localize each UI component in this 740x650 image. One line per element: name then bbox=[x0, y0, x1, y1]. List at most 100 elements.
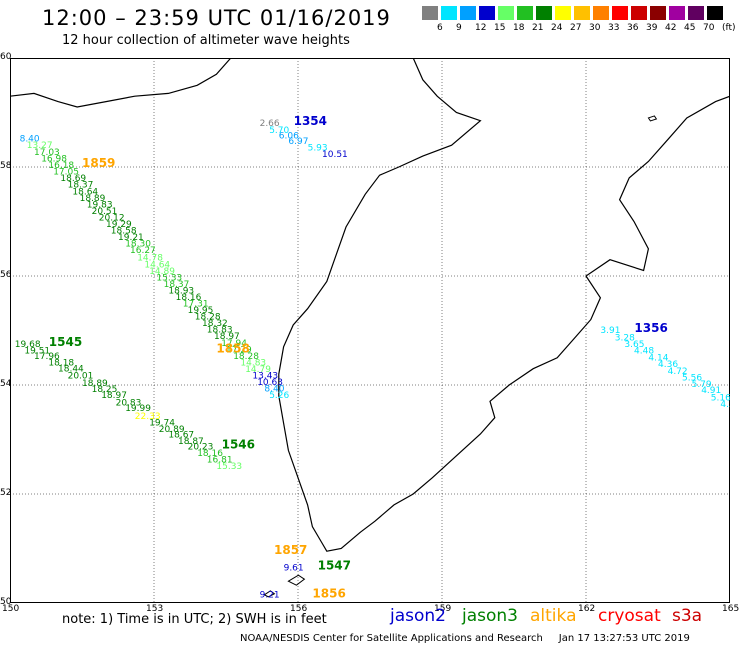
wave-height-value: 5.56 bbox=[682, 374, 702, 384]
scale-swatch bbox=[555, 6, 571, 20]
satellite-legend-jason3: jason3 bbox=[462, 606, 518, 626]
wave-height-value: 19.95 bbox=[188, 306, 214, 316]
wave-height-value: 6.06 bbox=[279, 132, 299, 142]
scale-swatch bbox=[688, 6, 704, 20]
wave-height-value: 18.58 bbox=[111, 226, 137, 236]
wave-height-value: 4.72 bbox=[668, 367, 688, 377]
lat-tick-label: 56 bbox=[0, 270, 12, 280]
karaginsky-island bbox=[647, 115, 658, 122]
page-title: 12:00 – 23:59 UTC 01/16/2019 bbox=[42, 6, 391, 30]
wave-height-value: 9.61 bbox=[284, 563, 304, 573]
wave-height-value: 18.16 bbox=[176, 293, 202, 303]
scale-swatch bbox=[422, 6, 438, 20]
lat-tick-label: 52 bbox=[0, 488, 12, 498]
map-frame bbox=[10, 58, 730, 603]
wave-height-value: 18.93 bbox=[168, 286, 194, 296]
wave-height-value: 18.25 bbox=[92, 385, 118, 395]
wave-height-value: 17.94 bbox=[221, 339, 247, 349]
wave-height-value: 10.51 bbox=[322, 150, 348, 160]
lon-tick-label: 159 bbox=[434, 604, 452, 614]
wave-height-value: 22.33 bbox=[135, 412, 161, 422]
scale-label: 27 bbox=[570, 23, 582, 33]
wave-height-value: 19.51 bbox=[24, 346, 50, 356]
wave-height-value: 18.97 bbox=[214, 332, 240, 342]
wave-height-value: 18.87 bbox=[178, 437, 204, 447]
wave-height-value: 18.69 bbox=[60, 174, 86, 184]
lon-tick-label: 156 bbox=[290, 604, 308, 614]
lat-tick-label: 50 bbox=[0, 597, 12, 607]
credit-line: NOAA/NESDIS Center for Satellite Applica… bbox=[240, 633, 690, 644]
wave-height-value: 14.83 bbox=[240, 358, 266, 368]
wave-height-value: 19.83 bbox=[87, 200, 113, 210]
wave-height-value: 19.99 bbox=[125, 404, 151, 414]
wave-height-value: 18.44 bbox=[58, 364, 84, 374]
wave-height-value: 15.33 bbox=[216, 462, 242, 472]
scale-swatch bbox=[479, 6, 495, 20]
scale-label: 45 bbox=[684, 23, 696, 33]
wave-height-value: 16.27 bbox=[130, 246, 156, 256]
wave-height-value: 16.98 bbox=[41, 155, 67, 165]
lat-tick-label: 60 bbox=[0, 52, 12, 62]
wave-height-value: 17.29 bbox=[226, 345, 252, 355]
scale-label: 39 bbox=[646, 23, 658, 33]
scale-swatch bbox=[574, 6, 590, 20]
wave-height-value: 1858 bbox=[216, 341, 249, 355]
satellite-legend-jason2: jason2 bbox=[390, 606, 446, 626]
wave-height-value: 17.05 bbox=[53, 168, 79, 178]
scale-swatch bbox=[498, 6, 514, 20]
wave-height-value: 15.33 bbox=[156, 273, 182, 283]
lon-tick-label: 165 bbox=[722, 604, 740, 614]
wave-height-value: 17.31 bbox=[183, 300, 209, 310]
wave-height-value: 18.18 bbox=[48, 358, 74, 368]
generated-timestamp: Jan 17 13:27:53 UTC 2019 bbox=[558, 633, 690, 644]
credit-text: NOAA/NESDIS Center for Satellite Applica… bbox=[240, 633, 543, 644]
wave-height-value: 4.36 bbox=[658, 360, 678, 370]
wave-height-value: 20.89 bbox=[159, 425, 185, 435]
pass-time-label: 1545 bbox=[49, 335, 82, 349]
wave-height-value: 18.32 bbox=[202, 319, 228, 329]
wave-height-value: 17.96 bbox=[34, 352, 60, 362]
scale-swatch bbox=[669, 6, 685, 20]
lon-tick-label: 150 bbox=[2, 604, 20, 614]
okhotsk-north-coastline bbox=[10, 58, 232, 108]
wave-height-value: 14.79 bbox=[245, 365, 271, 375]
wave-height-value: 4.50 bbox=[720, 400, 730, 410]
scale-label: 36 bbox=[627, 23, 639, 33]
wave-height-value: 5.26 bbox=[269, 391, 289, 401]
wave-height-value: 18.30 bbox=[125, 240, 151, 250]
scale-label: 12 bbox=[475, 23, 487, 33]
wave-height-value: 4.14 bbox=[648, 353, 668, 363]
wave-height-value: 18.64 bbox=[72, 187, 98, 197]
wave-height-value: 14.78 bbox=[137, 254, 163, 264]
scale-label: 18 bbox=[513, 23, 525, 33]
wave-height-value: 3.91 bbox=[600, 326, 620, 336]
lon-tick-label: 153 bbox=[146, 604, 164, 614]
wave-height-value: 3.65 bbox=[624, 340, 644, 350]
satellite-legend-s3a: s3a bbox=[672, 606, 703, 626]
scale-label: 70 bbox=[703, 23, 715, 33]
wave-height-value: 19.74 bbox=[149, 418, 175, 428]
wave-height-value: 6.97 bbox=[288, 137, 308, 147]
wave-height-value: 18.97 bbox=[101, 391, 127, 401]
wave-height-value: 4.48 bbox=[634, 346, 654, 356]
scale-label: 33 bbox=[608, 23, 620, 33]
wave-height-value: 19.68 bbox=[15, 340, 41, 350]
pass-time-label: 1354 bbox=[294, 114, 327, 128]
wave-height-value: 2.66 bbox=[260, 119, 280, 129]
wave-height-value: 20.51 bbox=[92, 207, 118, 217]
scale-label: 9 bbox=[456, 23, 462, 33]
wave-height-value: 8.40 bbox=[264, 385, 284, 395]
wave-height-value: 16.18 bbox=[48, 161, 74, 171]
scale-swatch bbox=[517, 6, 533, 20]
scale-label: 24 bbox=[551, 23, 563, 33]
pass-time-label: 1547 bbox=[318, 558, 351, 572]
satellite-legend-cryosat: cryosat bbox=[598, 606, 661, 626]
wave-height-value: 19.21 bbox=[118, 233, 144, 243]
wave-height-value: 8.40 bbox=[20, 134, 40, 144]
wave-height-value: 20.01 bbox=[68, 371, 94, 381]
scale-swatch bbox=[631, 6, 647, 20]
wave-height-value: 18.83 bbox=[207, 326, 233, 336]
wave-height-value: 5.16 bbox=[711, 393, 730, 403]
kamchatka-coastline bbox=[278, 58, 730, 552]
